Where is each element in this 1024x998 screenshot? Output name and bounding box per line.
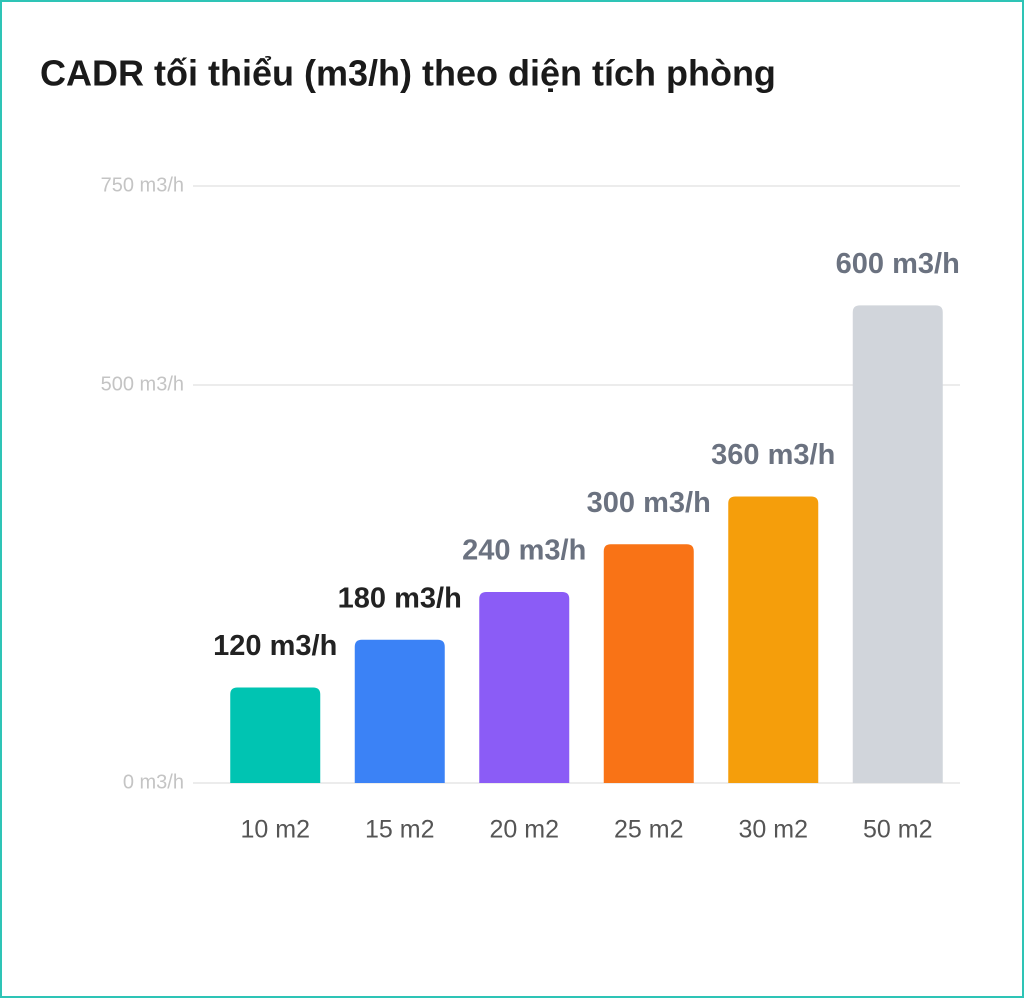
x-tick-label: 25 m2 bbox=[614, 816, 683, 844]
bar bbox=[603, 544, 694, 783]
y-tick-label: 500 m3/h bbox=[101, 373, 184, 395]
chart-title: CADR tối thiểu (m3/h) theo diện tích phò… bbox=[40, 53, 776, 94]
bar bbox=[479, 591, 570, 783]
value-label: 120 m3/h bbox=[213, 630, 337, 662]
value-label: 600 m3/h bbox=[836, 248, 960, 280]
y-tick-label: 0 m3/h bbox=[123, 771, 184, 793]
x-tick-label: 15 m2 bbox=[365, 816, 434, 844]
value-label: 180 m3/h bbox=[338, 582, 462, 614]
bar bbox=[852, 305, 943, 783]
y-tick-label: 750 m3/h bbox=[101, 174, 184, 196]
bar bbox=[728, 496, 819, 783]
value-label: 300 m3/h bbox=[587, 487, 711, 519]
x-tick-label: 50 m2 bbox=[863, 816, 932, 844]
bar bbox=[230, 687, 321, 783]
value-label: 240 m3/h bbox=[462, 535, 586, 567]
x-tick-label: 20 m2 bbox=[490, 816, 559, 844]
bar bbox=[354, 639, 445, 783]
x-tick-label: 30 m2 bbox=[739, 816, 808, 844]
value-label: 360 m3/h bbox=[711, 439, 835, 471]
x-tick-label: 10 m2 bbox=[241, 816, 310, 844]
